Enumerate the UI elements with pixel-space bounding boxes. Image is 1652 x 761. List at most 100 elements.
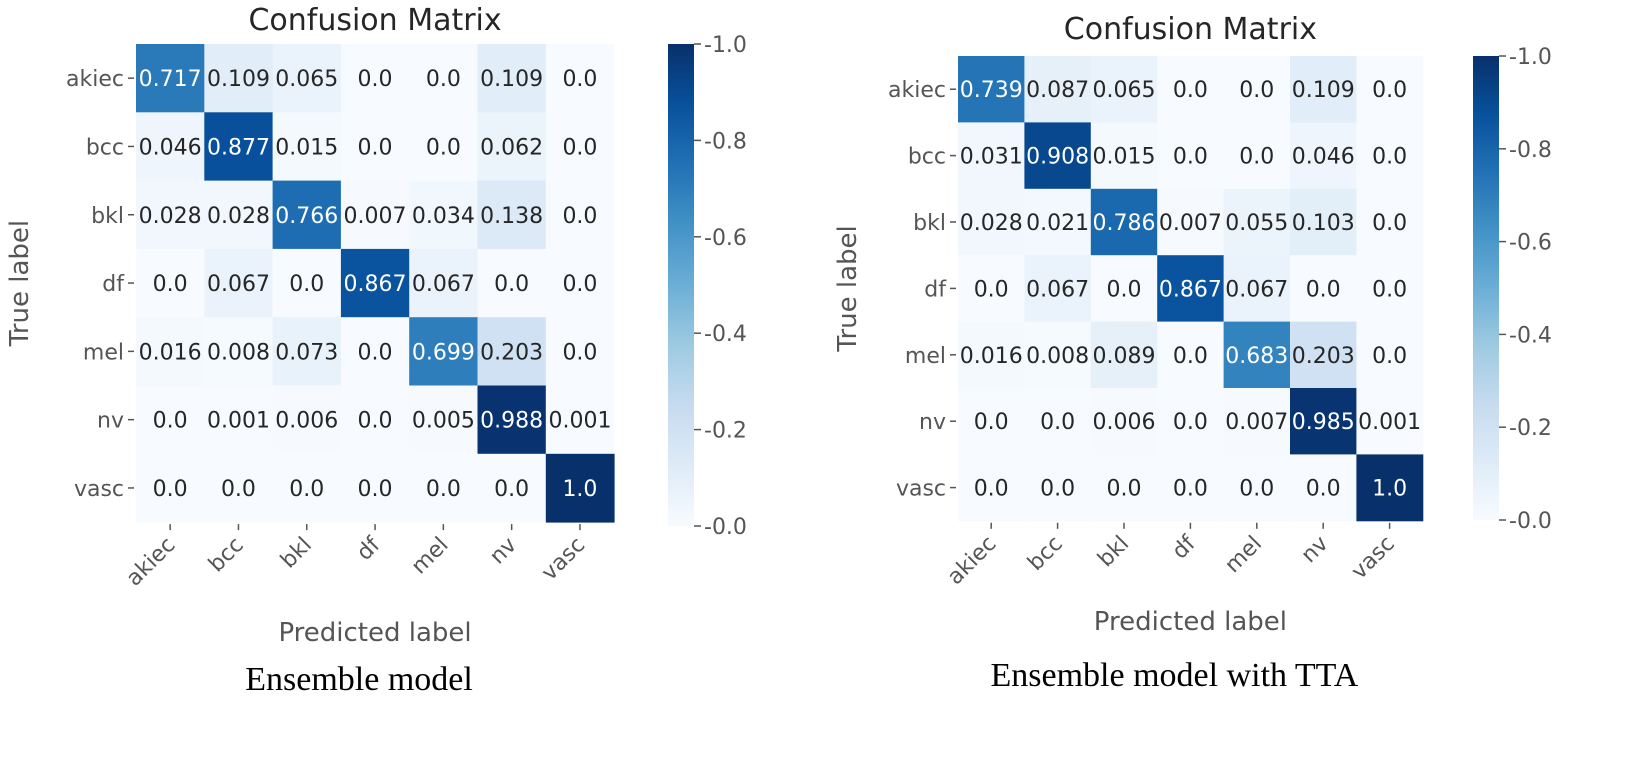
heatmap-cell bbox=[1290, 122, 1357, 190]
heatmap-cell bbox=[1290, 56, 1357, 123]
heatmap-cell bbox=[1157, 454, 1225, 522]
cell-value-label: 0.0 bbox=[358, 409, 393, 434]
x-tick-label: mel bbox=[407, 533, 454, 580]
cell-value-label: 0.067 bbox=[1026, 277, 1089, 302]
x-tick-label: vasc bbox=[1347, 531, 1400, 584]
heatmap-cell bbox=[204, 385, 274, 455]
heatmap-cell bbox=[1356, 255, 1424, 323]
heatmap-cell bbox=[1024, 321, 1092, 389]
heatmap-cell bbox=[136, 112, 205, 182]
cell-value-label: 0.0 bbox=[1372, 211, 1407, 236]
heatmap-cell bbox=[1090, 388, 1158, 455]
cell-value-label: 0.0 bbox=[562, 67, 597, 92]
heatmap-cell bbox=[545, 112, 615, 182]
y-tick-label: akiec bbox=[888, 78, 946, 103]
chart-title: Confusion Matrix bbox=[1064, 12, 1317, 47]
heatmap-cell bbox=[1223, 255, 1291, 323]
heatmap-cell bbox=[1223, 388, 1291, 455]
heatmap-cell bbox=[1223, 56, 1291, 123]
colorbar bbox=[1473, 56, 1499, 520]
cell-value-label: 0.867 bbox=[344, 272, 407, 297]
heatmap-cell bbox=[272, 248, 342, 318]
heatmap-cell bbox=[958, 388, 1025, 455]
heatmap-cell bbox=[204, 453, 274, 523]
cell-value-label: 0.001 bbox=[1358, 410, 1421, 435]
y-tick-label: mel bbox=[83, 340, 124, 365]
heatmap-cell bbox=[1024, 56, 1092, 123]
colorbar bbox=[668, 44, 694, 526]
cell-value-label: 0.0 bbox=[289, 477, 324, 502]
y-tick-label: nv bbox=[97, 409, 124, 434]
heatmap-cell bbox=[1223, 188, 1291, 256]
y-tick-label: vasc bbox=[74, 477, 124, 502]
heatmap-cell bbox=[1356, 188, 1424, 256]
heatmap-cell bbox=[1090, 255, 1158, 323]
cell-value-label: 0.0 bbox=[358, 340, 393, 365]
heatmap-cell bbox=[340, 248, 410, 318]
heatmap-cell bbox=[1356, 56, 1424, 123]
cell-value-label: 0.016 bbox=[139, 340, 202, 365]
cell-value-label: 0.0 bbox=[153, 409, 188, 434]
heatmap-cell bbox=[409, 317, 478, 386]
heatmap-cell bbox=[958, 454, 1025, 522]
cell-value-label: 0.0 bbox=[1372, 344, 1407, 369]
heatmap-cell bbox=[1157, 388, 1225, 455]
x-tick-label: bcc bbox=[204, 533, 249, 578]
heatmap-cell bbox=[204, 112, 274, 182]
heatmap-cell bbox=[1090, 122, 1158, 190]
cell-value-label: 0.007 bbox=[1225, 410, 1288, 435]
y-tick-label: bcc bbox=[908, 145, 946, 170]
heatmap-cell bbox=[1090, 188, 1158, 256]
heatmap-cell bbox=[340, 180, 410, 250]
heatmap-cell bbox=[958, 255, 1025, 323]
heatmap-cell bbox=[272, 317, 342, 386]
heatmap-cell bbox=[340, 44, 410, 113]
cell-value-label: 0.203 bbox=[480, 340, 543, 365]
heatmap-cell bbox=[1356, 321, 1424, 389]
cell-value-label: 0.0 bbox=[289, 272, 324, 297]
cell-value-label: 0.0 bbox=[1040, 477, 1075, 502]
cell-value-label: 0.0 bbox=[1173, 410, 1208, 435]
heatmap-cell bbox=[1290, 388, 1357, 455]
cell-value-label: 0.0 bbox=[1239, 145, 1274, 170]
colorbar-tick-label: -0.2 bbox=[704, 419, 747, 444]
cell-value-label: 0.0 bbox=[1173, 145, 1208, 170]
cell-value-label: 0.031 bbox=[960, 145, 1023, 170]
cell-value-label: 0.0 bbox=[358, 67, 393, 92]
heatmap-cell bbox=[958, 188, 1025, 256]
colorbar-tick-label: -0.4 bbox=[1509, 323, 1552, 348]
cell-value-label: 0.008 bbox=[207, 340, 270, 365]
heatmap-cell bbox=[204, 44, 274, 113]
y-tick-label: bkl bbox=[91, 204, 124, 229]
heatmap-cell bbox=[1223, 122, 1291, 190]
y-tick-label: df bbox=[924, 277, 947, 302]
cell-value-label: 0.109 bbox=[207, 67, 270, 92]
cell-value-label: 0.028 bbox=[139, 204, 202, 229]
heatmap-cell bbox=[1356, 454, 1424, 522]
heatmap-cell bbox=[477, 180, 547, 250]
heatmap-cell bbox=[477, 453, 547, 523]
cell-value-label: 0.001 bbox=[207, 409, 270, 434]
chart-title: Confusion Matrix bbox=[248, 3, 501, 38]
y-tick-label: df bbox=[102, 272, 125, 297]
cell-value-label: 0.109 bbox=[1292, 78, 1355, 103]
cell-value-label: 0.006 bbox=[275, 409, 338, 434]
cell-value-label: 0.065 bbox=[1093, 78, 1156, 103]
cell-value-label: 0.0 bbox=[562, 135, 597, 160]
heatmap-cell bbox=[1090, 321, 1158, 389]
x-tick-label: nv bbox=[1297, 531, 1334, 568]
cell-value-label: 0.065 bbox=[275, 67, 338, 92]
heatmap-cell bbox=[1157, 122, 1225, 190]
cell-value-label: 0.766 bbox=[275, 204, 338, 229]
cell-value-label: 0.0 bbox=[1107, 277, 1142, 302]
colorbar-tick-label: -0.4 bbox=[704, 322, 747, 347]
cell-value-label: 0.0 bbox=[426, 135, 461, 160]
cell-value-label: 0.683 bbox=[1225, 344, 1288, 369]
cell-value-label: 0.034 bbox=[412, 204, 475, 229]
cell-value-label: 0.203 bbox=[1292, 344, 1355, 369]
cell-value-label: 0.0 bbox=[1239, 78, 1274, 103]
heatmap-cell bbox=[272, 112, 342, 182]
cell-value-label: 0.0 bbox=[153, 477, 188, 502]
cell-value-label: 0.877 bbox=[207, 135, 270, 160]
